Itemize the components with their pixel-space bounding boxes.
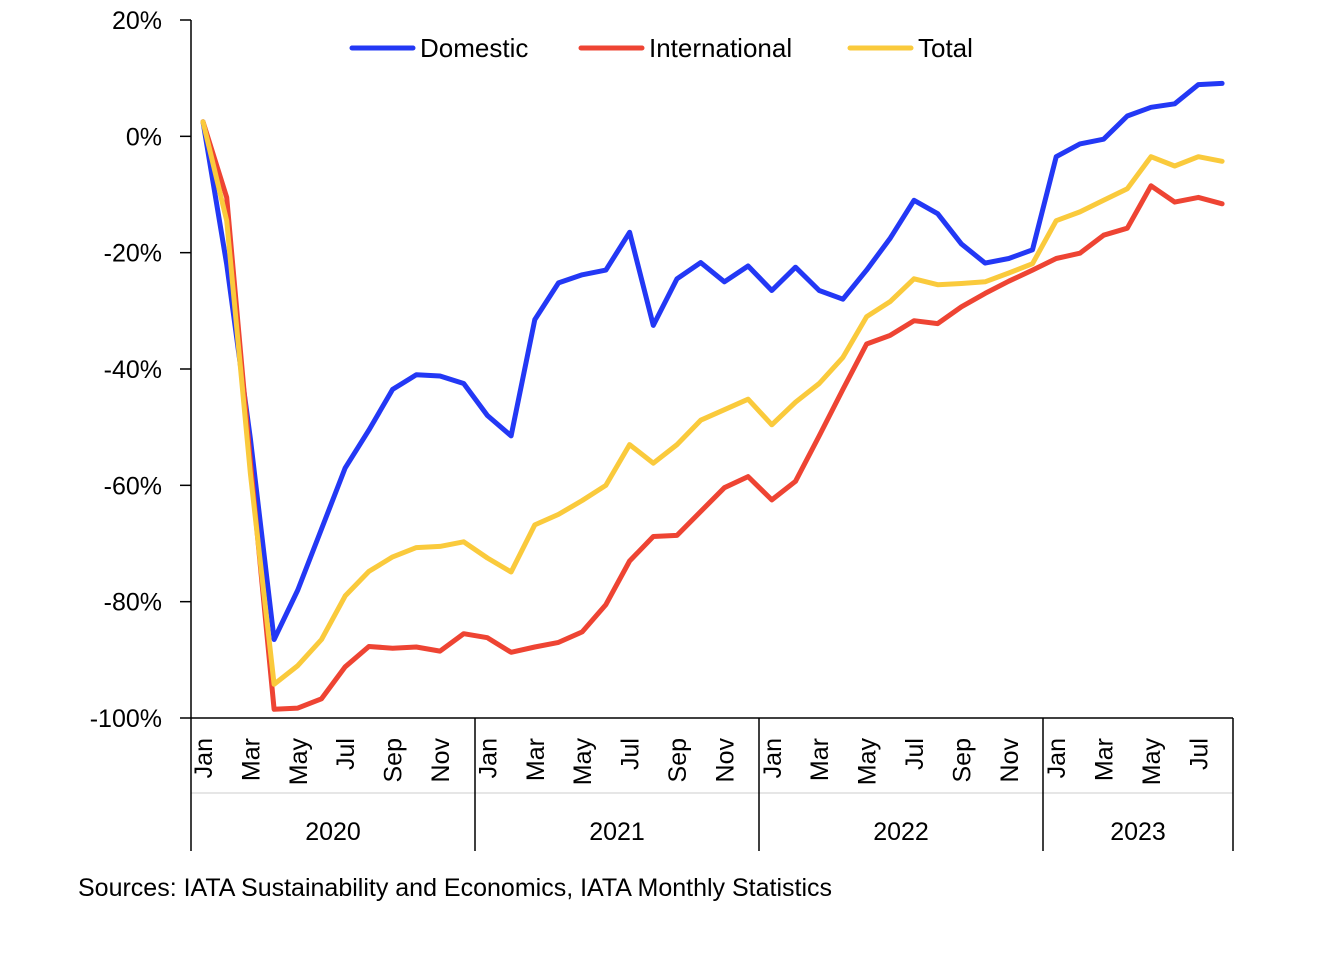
month-tick-label: Nov bbox=[996, 738, 1024, 783]
month-tick-label: Jul bbox=[332, 738, 360, 770]
series-lines bbox=[200, 80, 1225, 712]
month-tick-label: Jul bbox=[617, 738, 645, 770]
y-tick-label: 0% bbox=[126, 123, 162, 151]
y-tick-label: -40% bbox=[104, 356, 162, 384]
axes: 20% 0% -20% -40% -60% -80% -100% 2020 2021 2022 20… bbox=[90, 7, 1234, 851]
series-line-international bbox=[200, 119, 1225, 712]
month-tick-label: Nov bbox=[427, 738, 455, 783]
month-tick-label: Sep bbox=[948, 738, 976, 782]
month-tick-label: May bbox=[569, 738, 597, 786]
month-tick-label: Mar bbox=[237, 738, 265, 781]
year-label: 2020 bbox=[305, 818, 361, 846]
y-tick-label: -60% bbox=[104, 472, 162, 500]
y-tick-label: 20% bbox=[112, 7, 162, 35]
series-line-domestic bbox=[200, 80, 1225, 642]
year-label: 2022 bbox=[873, 818, 929, 846]
y-tick-label: -100% bbox=[90, 705, 162, 733]
legend-label: Domestic bbox=[420, 33, 528, 63]
y-tick-label: -80% bbox=[104, 589, 162, 617]
month-tick-label: Jul bbox=[1185, 738, 1213, 770]
month-tick-label: Mar bbox=[1091, 738, 1119, 781]
series-line-total bbox=[200, 119, 1225, 687]
month-tick-label: Jan bbox=[759, 738, 787, 778]
month-tick-label: Mar bbox=[522, 738, 550, 781]
month-tick-label: Nov bbox=[711, 738, 739, 783]
month-tick-label: May bbox=[1138, 738, 1166, 786]
month-tick-label: Jan bbox=[474, 738, 502, 778]
y-tick-label: -20% bbox=[104, 240, 162, 268]
month-tick-label: Sep bbox=[664, 738, 692, 782]
source-note: Sources: IATA Sustainability and Economi… bbox=[78, 874, 833, 902]
month-tick-label: Jan bbox=[190, 738, 218, 778]
month-tick-label: Sep bbox=[380, 738, 408, 782]
year-label: 2021 bbox=[589, 818, 645, 846]
legend-label: Total bbox=[918, 33, 973, 63]
month-tick-label: Jul bbox=[901, 738, 929, 770]
month-tick-label: Mar bbox=[806, 738, 834, 781]
legend: Domestic International Total bbox=[349, 33, 973, 63]
legend-label: International bbox=[649, 33, 792, 63]
month-tick-label: Jan bbox=[1043, 738, 1071, 778]
month-tick-label: May bbox=[854, 738, 882, 786]
year-label: 2023 bbox=[1110, 818, 1166, 846]
month-tick-label: May bbox=[285, 738, 313, 786]
